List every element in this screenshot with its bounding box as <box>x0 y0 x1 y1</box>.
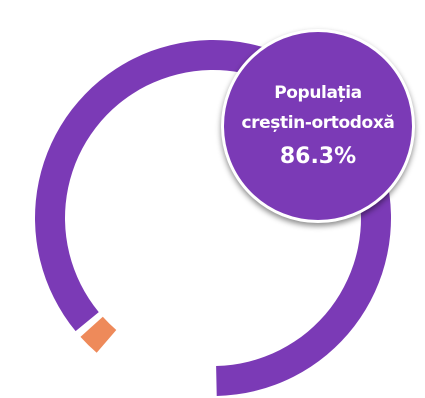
badge-label-line1: Populația <box>274 83 362 103</box>
donut-ring <box>35 39 392 396</box>
badge-value: 86.3% <box>279 144 357 169</box>
highlight-badge: Populația creștin-ortodoxă 86.3% <box>221 29 415 223</box>
donut-slice-1 <box>80 316 117 353</box>
badge-label-line2: creștin-ortodoxă <box>241 113 395 133</box>
